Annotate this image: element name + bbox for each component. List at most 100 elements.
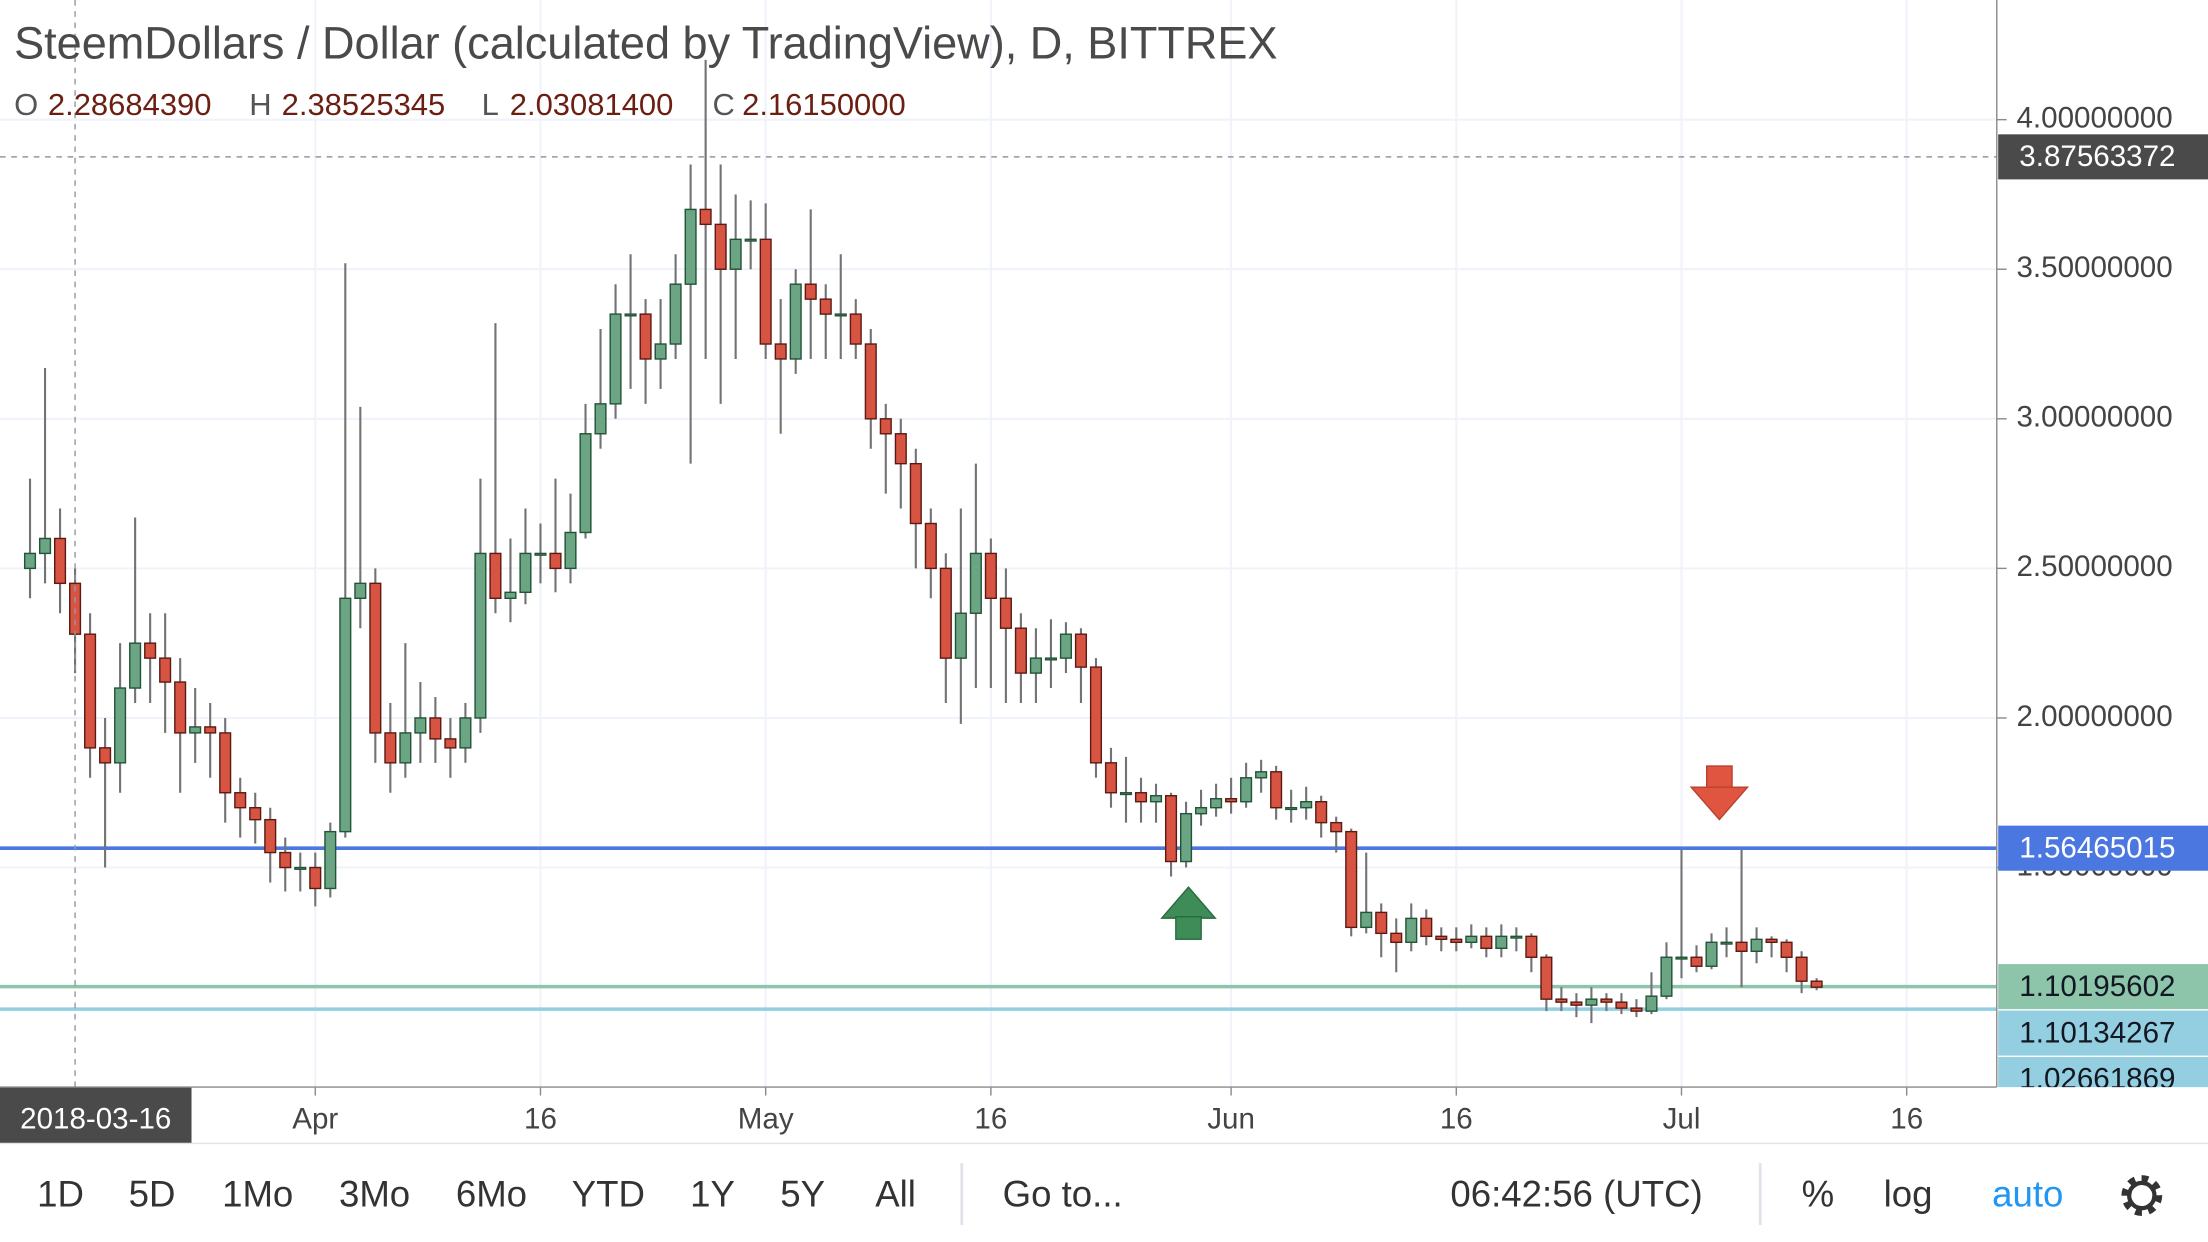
x-tick-label: 16	[524, 1103, 557, 1136]
candle-body	[729, 238, 742, 270]
candle-body	[264, 818, 277, 854]
candle-body	[1240, 777, 1253, 803]
candle-body	[864, 343, 877, 420]
candle-body	[1600, 998, 1613, 1003]
price-label-box	[1998, 964, 2208, 1010]
scale-option[interactable]: %	[1802, 1174, 1835, 1215]
candle-body	[804, 283, 817, 300]
ohlc-key: O	[14, 87, 38, 122]
range-button[interactable]: YTD	[572, 1174, 645, 1215]
x-tick-label: Jun	[1207, 1103, 1255, 1136]
candle-body	[699, 208, 712, 226]
candle-body	[38, 537, 52, 555]
settings-button[interactable]	[2121, 1175, 2163, 1216]
candle-body	[354, 582, 367, 599]
range-button[interactable]: 5D	[129, 1174, 176, 1215]
candle-body	[894, 433, 907, 465]
candle-body	[444, 738, 457, 749]
candle-body	[1510, 935, 1523, 939]
candle-body	[954, 612, 967, 659]
candle-body	[1525, 935, 1538, 958]
time-axis: Apr 16 May 16 Jun 16 Jul 16	[292, 1087, 1923, 1136]
scale-option[interactable]: log	[1884, 1174, 1933, 1215]
candle-body	[429, 717, 442, 740]
candle-body	[939, 567, 952, 659]
ohlc-value: 2.28684390	[48, 87, 212, 122]
range-button[interactable]: 3Mo	[339, 1174, 410, 1215]
candle-body	[609, 313, 622, 405]
y-tick-label: 3.00000000	[2016, 401, 2172, 434]
price-label-box	[1998, 1057, 2208, 1088]
range-button[interactable]: 1D	[37, 1174, 84, 1215]
price-labels: 3.87563372 1.56465015 1.10195602 1.10134267…	[1998, 134, 2208, 1096]
candle-body	[234, 792, 247, 809]
candle-body	[1585, 998, 1598, 1006]
candle-body	[1750, 938, 1763, 952]
crosshair-x-box	[0, 1087, 192, 1144]
candle-body	[999, 597, 1012, 629]
candle-body	[294, 866, 307, 870]
candle-body	[639, 313, 652, 360]
crosshair-x-label: 2018-03-16	[20, 1103, 171, 1136]
candle-body	[1375, 911, 1388, 935]
goto-button[interactable]: Go to...	[1003, 1174, 1123, 1215]
scale-option[interactable]: auto	[1992, 1174, 2063, 1215]
range-button[interactable]: All	[875, 1174, 916, 1215]
candle-body	[774, 343, 787, 360]
candle-body	[564, 531, 577, 570]
candle-body	[1134, 792, 1148, 803]
range-button[interactable]: 1Mo	[222, 1174, 293, 1215]
y-tick-label: 3.50000000	[2016, 251, 2172, 284]
candle-body	[1164, 795, 1178, 863]
candle-body	[1660, 956, 1673, 997]
range-button[interactable]: 6Mo	[456, 1174, 527, 1215]
candle-body	[399, 732, 412, 764]
candle-body	[1810, 980, 1823, 988]
candle-body	[1059, 633, 1073, 659]
candle-body	[669, 283, 682, 345]
candle-body	[1570, 1001, 1583, 1006]
candle-body	[759, 238, 772, 345]
ohlc-key: L	[482, 87, 499, 122]
ohlc-key: C	[713, 87, 735, 122]
price-label: 1.10134267	[2019, 1016, 2175, 1049]
candle-body	[1270, 771, 1283, 809]
candle-body	[1044, 657, 1057, 661]
candle-body	[1480, 935, 1493, 950]
candle-body	[159, 657, 172, 683]
range-button[interactable]: 1Y	[690, 1174, 735, 1215]
candle-body	[1720, 941, 1733, 945]
candle-body	[1420, 917, 1433, 938]
candle-body	[369, 582, 382, 734]
candle-body	[684, 208, 697, 285]
candle-body	[714, 223, 727, 270]
x-tick-label: 16	[974, 1103, 1007, 1136]
crosshair: 2018-03-16	[0, 0, 1997, 1144]
candle-body	[1675, 956, 1688, 960]
clock: 06:42:56 (UTC)	[1450, 1174, 1702, 1215]
candle-body	[1119, 792, 1133, 796]
candle-body	[1315, 801, 1328, 824]
price-label-box	[1998, 1010, 2208, 1056]
ohlc-value: 2.38525345	[282, 87, 446, 122]
candle-body	[114, 687, 127, 764]
ohlc-key: H	[249, 87, 271, 122]
range-button[interactable]: 5Y	[780, 1174, 825, 1215]
candle-body	[309, 866, 322, 890]
candle-body	[1690, 956, 1703, 967]
candle-body	[414, 717, 427, 734]
candle-body	[1300, 801, 1313, 809]
candle-body	[459, 717, 472, 749]
price-label: 1.02661869	[2019, 1063, 2175, 1096]
candle-body	[549, 552, 562, 570]
candle-body	[1104, 762, 1118, 794]
candle-body	[579, 433, 592, 534]
candles	[23, 59, 1823, 1024]
candle-body	[969, 552, 982, 614]
x-tick-label: May	[738, 1103, 794, 1136]
candle-body	[1285, 806, 1298, 811]
candle-body	[53, 537, 67, 585]
candle-body	[1089, 666, 1103, 764]
